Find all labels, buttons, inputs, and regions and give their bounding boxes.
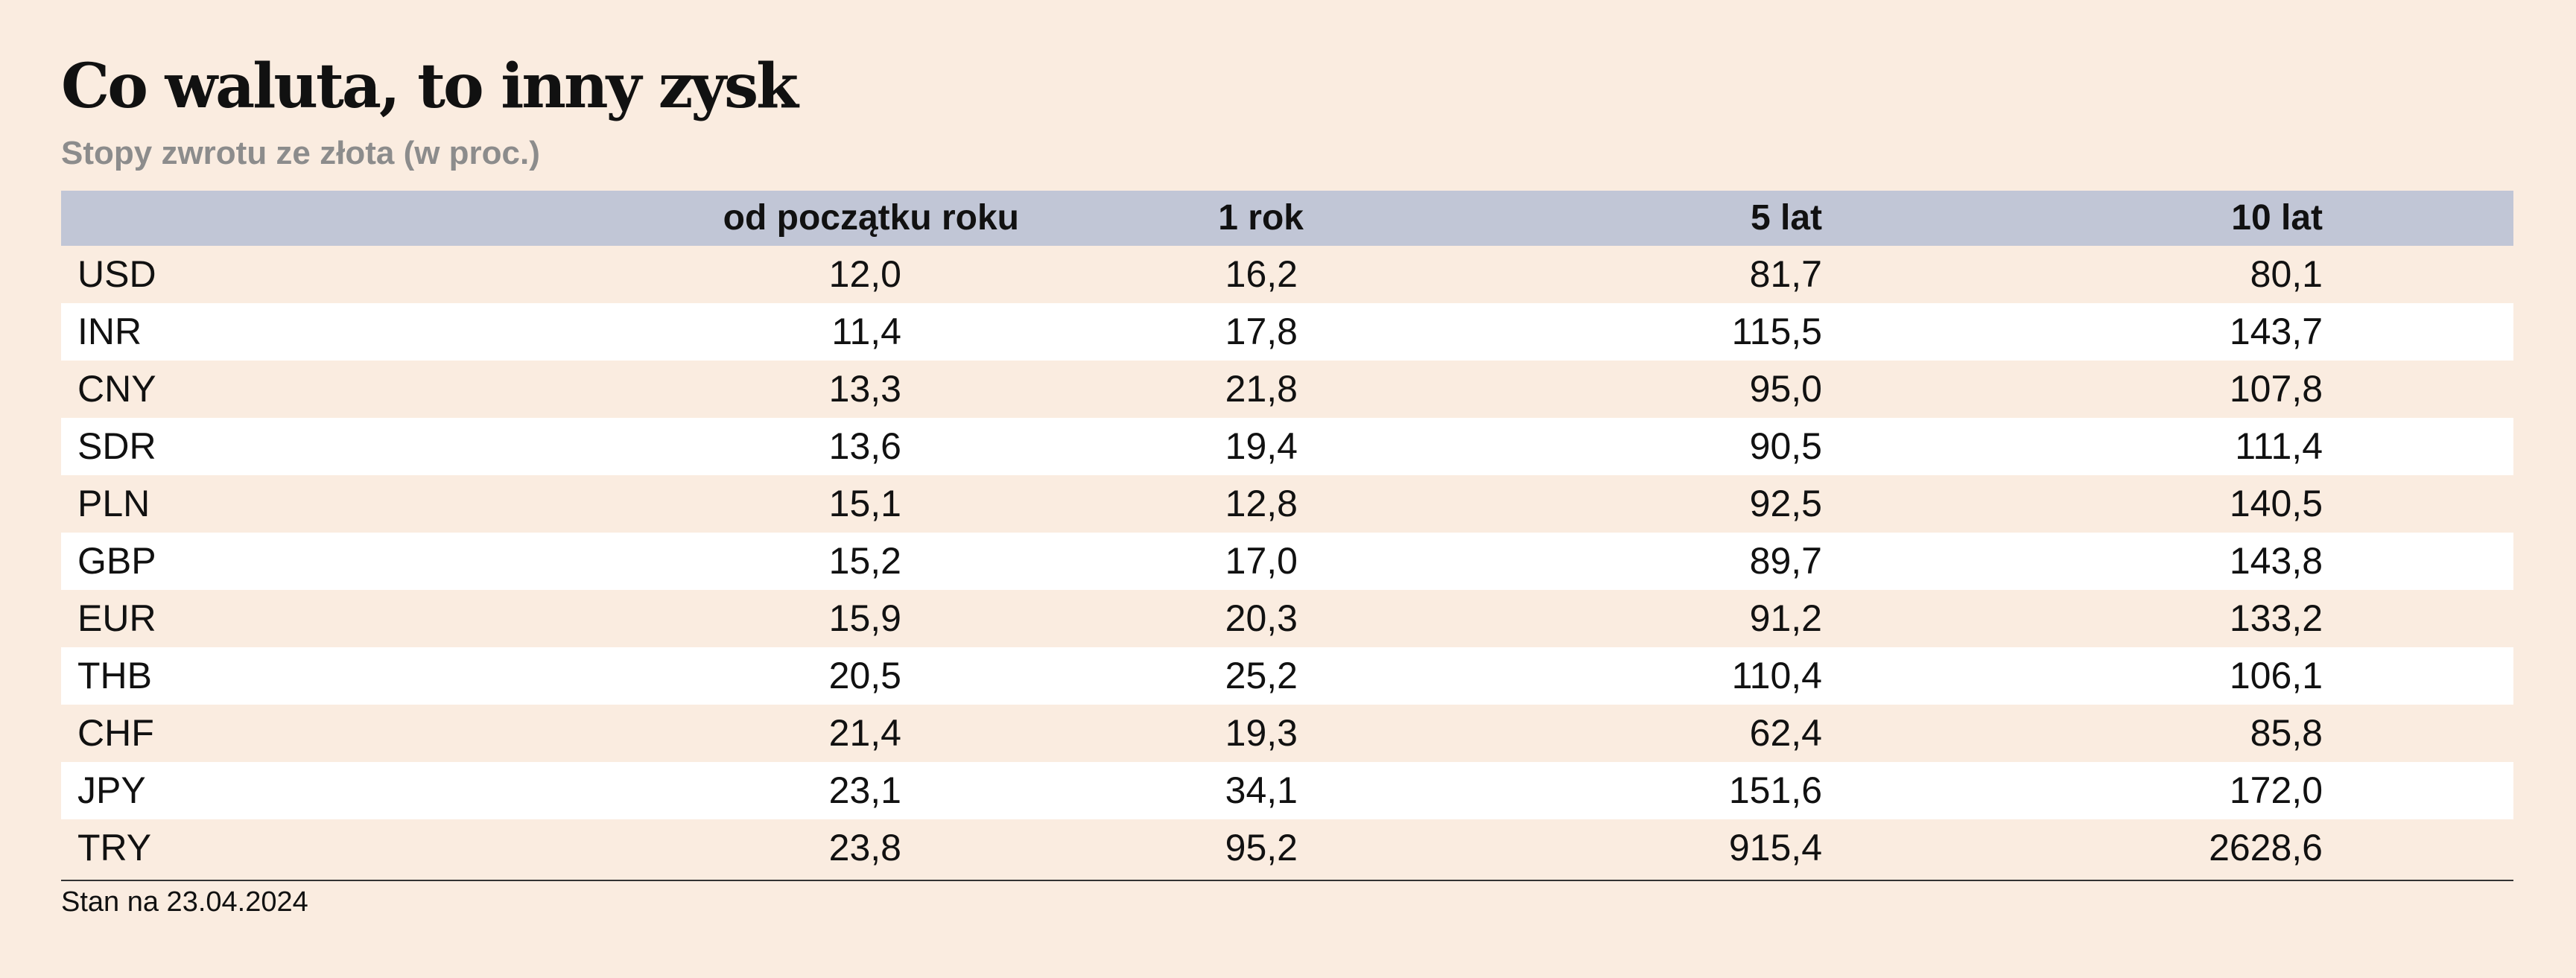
- currency-cell: SDR: [77, 425, 156, 467]
- table-body: USD 12,0 16,2 81,7 80,1 INR 11,4 17,8 115,5 143,7…: [61, 246, 2513, 877]
- currency-cell: CHF: [77, 712, 154, 754]
- header-cell-ytd: od początku roku: [723, 198, 1019, 238]
- currency-cell: TRY: [77, 827, 152, 869]
- five-year-cell: 81,7: [1749, 253, 1822, 295]
- ten-year-cell: 85,8: [2250, 712, 2323, 754]
- ten-year-cell: 143,7: [2229, 311, 2323, 352]
- five-year-cell: 110,4: [1731, 655, 1822, 696]
- ten-year-cell: 106,1: [2229, 655, 2323, 696]
- ten-year-cell: 2628,6: [2209, 827, 2323, 869]
- one-year-cell: 16,2: [1225, 253, 1298, 295]
- ytd-cell: 12,0: [828, 253, 901, 295]
- ten-year-cell: 140,5: [2229, 483, 2323, 524]
- currency-cell: JPY: [77, 769, 146, 811]
- table-header-row: od początku roku 1 rok 5 lat 10 lat: [61, 191, 2513, 246]
- currency-cell: INR: [77, 311, 142, 352]
- one-year-cell: 17,0: [1225, 540, 1298, 582]
- one-year-cell: 95,2: [1225, 827, 1298, 869]
- five-year-cell: 89,7: [1749, 540, 1822, 582]
- one-year-cell: 34,1: [1225, 769, 1298, 811]
- ten-year-cell: 107,8: [2229, 368, 2323, 410]
- five-year-cell: 91,2: [1749, 597, 1822, 639]
- one-year-cell: 19,3: [1225, 712, 1298, 754]
- five-year-cell: 92,5: [1749, 483, 1822, 524]
- table-row: USD 12,0 16,2 81,7 80,1: [61, 246, 2513, 303]
- one-year-cell: 17,8: [1225, 311, 1298, 352]
- one-year-cell: 25,2: [1225, 655, 1298, 696]
- five-year-cell: 115,5: [1731, 311, 1822, 352]
- ytd-cell: 15,2: [828, 540, 901, 582]
- returns-table: od początku roku 1 rok 5 lat 10 lat USD 1…: [61, 191, 2513, 877]
- five-year-cell: 151,6: [1728, 769, 1822, 811]
- table-row: INR 11,4 17,8 115,5 143,7: [61, 303, 2513, 361]
- table-row: THB 20,5 25,2 110,4 106,1: [61, 647, 2513, 705]
- ytd-cell: 23,8: [828, 827, 901, 869]
- one-year-cell: 19,4: [1225, 425, 1298, 467]
- ten-year-cell: 80,1: [2250, 253, 2323, 295]
- header-cell-10y: 10 lat: [2231, 198, 2323, 238]
- ytd-cell: 11,4: [831, 311, 901, 352]
- five-year-cell: 90,5: [1749, 425, 1822, 467]
- table-row: PLN 15,1 12,8 92,5 140,5: [61, 475, 2513, 533]
- table-row: CNY 13,3 21,8 95,0 107,8: [61, 361, 2513, 418]
- table-row: GBP 15,2 17,0 89,7 143,8: [61, 533, 2513, 590]
- ten-year-cell: 133,2: [2229, 597, 2323, 639]
- ytd-cell: 21,4: [828, 712, 901, 754]
- chart-title: Co waluta, to inny zysk: [61, 51, 799, 122]
- table-bottom-rule: [61, 880, 2513, 881]
- one-year-cell: 20,3: [1225, 597, 1298, 639]
- table-row: CHF 21,4 19,3 62,4 85,8: [61, 705, 2513, 762]
- ytd-cell: 15,1: [828, 483, 901, 524]
- five-year-cell: 62,4: [1749, 712, 1822, 754]
- five-year-cell: 95,0: [1749, 368, 1822, 410]
- currency-cell: THB: [77, 655, 152, 696]
- ten-year-cell: 111,4: [2235, 425, 2323, 467]
- ten-year-cell: 172,0: [2229, 769, 2323, 811]
- currency-cell: EUR: [77, 597, 156, 639]
- table-row: TRY 23,8 95,2 915,4 2628,6: [61, 819, 2513, 877]
- ytd-cell: 13,6: [828, 425, 901, 467]
- currency-cell: CNY: [77, 368, 156, 410]
- table-row: JPY 23,1 34,1 151,6 172,0: [61, 762, 2513, 819]
- ytd-cell: 15,9: [828, 597, 901, 639]
- five-year-cell: 915,4: [1728, 827, 1822, 869]
- currency-cell: USD: [77, 253, 156, 295]
- header-cell-1y: 1 rok: [1218, 198, 1304, 238]
- currency-cell: GBP: [77, 540, 156, 582]
- one-year-cell: 21,8: [1225, 368, 1298, 410]
- header-cell-5y: 5 lat: [1750, 198, 1822, 238]
- chart-subtitle: Stopy zwrotu ze złota (w proc.): [61, 135, 540, 171]
- footnote: Stan na 23.04.2024: [61, 886, 308, 918]
- currency-cell: PLN: [77, 483, 150, 524]
- one-year-cell: 12,8: [1225, 483, 1298, 524]
- ytd-cell: 23,1: [828, 769, 901, 811]
- table-row: SDR 13,6 19,4 90,5 111,4: [61, 418, 2513, 475]
- ten-year-cell: 143,8: [2229, 540, 2323, 582]
- table-row: EUR 15,9 20,3 91,2 133,2: [61, 590, 2513, 647]
- ytd-cell: 20,5: [828, 655, 901, 696]
- ytd-cell: 13,3: [828, 368, 901, 410]
